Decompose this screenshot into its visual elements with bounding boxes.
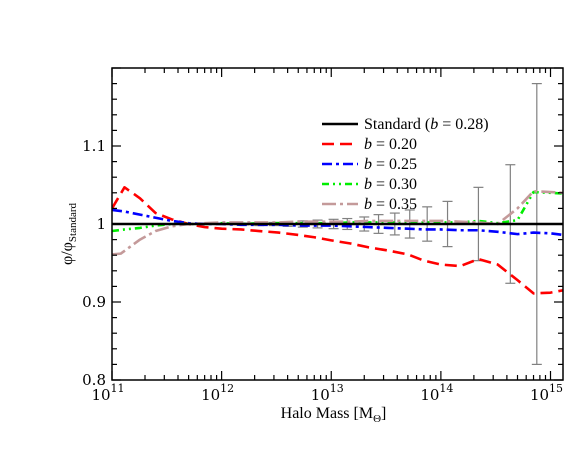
series-line-b-0-25: [112, 208, 563, 237]
legend-label: b = 0.25: [364, 156, 417, 173]
legend-item: b = 0.30: [322, 176, 417, 193]
series-line-b-0-20: [112, 186, 563, 295]
x-tick-label: 1015: [530, 382, 563, 404]
y-axis-title-main: φ/φ: [59, 242, 76, 265]
axis-ticks: 1011 1012 1013 1014 1015 0.8 0.9 1 1.1: [82, 67, 563, 404]
legend-item: b = 0.25: [322, 156, 417, 173]
legend-label: Standard (b = 0.28): [364, 116, 489, 133]
y-tick-label: 1.1: [82, 137, 106, 155]
y-tick-label: 0.9: [82, 293, 106, 311]
y-tick-label: 0.8: [82, 371, 106, 389]
plot-area: [112, 82, 563, 365]
legend-item: b = 0.20: [322, 136, 417, 153]
x-tick-label: 1013: [311, 382, 344, 404]
legend: Standard (b = 0.28) b = 0.20 b = 0.25 b = 0…: [322, 116, 489, 213]
y-tick-label: 1: [96, 215, 106, 233]
legend-label: b = 0.30: [364, 176, 417, 193]
x-axis-title: Halo Mass [MΘ]: [281, 405, 387, 425]
y-axis-title: φ/φStandard: [59, 202, 79, 265]
legend-item: b = 0.35: [322, 196, 417, 213]
x-axis-title-close: ]: [381, 405, 386, 422]
x-tick-label: 1011: [91, 382, 124, 404]
y-axis-title-sub: Standard: [67, 202, 79, 242]
legend-label: b = 0.35: [364, 196, 417, 213]
legend-label: b = 0.20: [364, 136, 417, 153]
x-tick-label: 1014: [420, 382, 453, 404]
x-axis-title-main: Halo Mass [M: [281, 405, 373, 422]
x-axis-title-sub: Θ: [373, 413, 381, 425]
x-tick-label: 1012: [201, 382, 234, 404]
legend-item: Standard (b = 0.28): [322, 116, 489, 133]
